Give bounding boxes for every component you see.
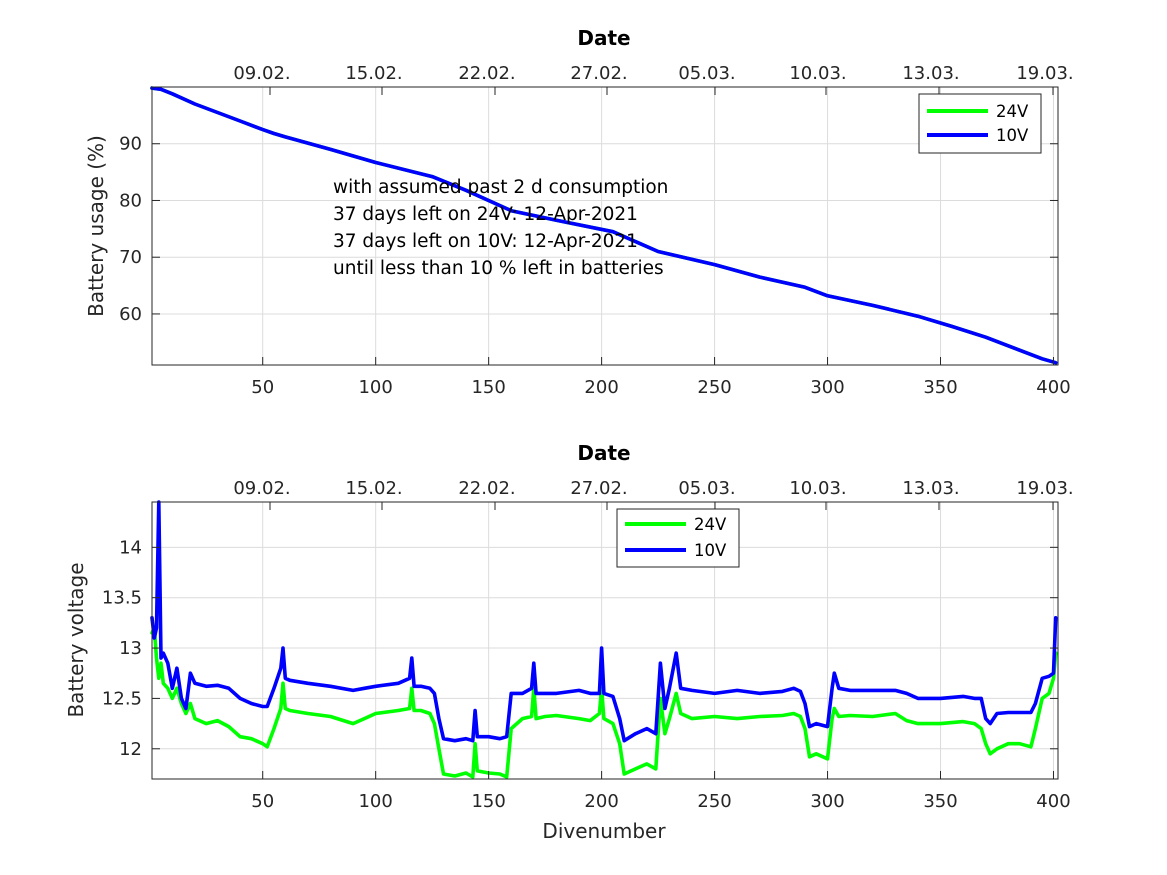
voltage-x-tick-label: 250 xyxy=(697,791,731,812)
usage-x-tick-label: 300 xyxy=(810,377,844,398)
annotation-line-4: until less than 10 % left in batteries xyxy=(333,258,664,279)
usage-top-tick-label: 09.02. xyxy=(233,63,290,84)
voltage-y-axis-label: Battery voltage xyxy=(64,562,88,717)
usage-x-tick-label: 400 xyxy=(1036,377,1070,398)
usage-series-10v-line xyxy=(150,86,1058,365)
voltage-top-tick-label: 10.03. xyxy=(789,478,846,499)
voltage-x-tick-label: 150 xyxy=(471,791,505,812)
voltage-x-tick-label: 100 xyxy=(358,791,392,812)
usage-annotation: with assumed past 2 d consumption 37 day… xyxy=(333,177,668,279)
usage-top-tick-label: 27.02. xyxy=(570,63,627,84)
voltage-x-tick-label: 50 xyxy=(251,791,274,812)
annotation-line-3: 37 days left on 10V: 12-Apr-2021 xyxy=(333,231,638,252)
voltage-grid xyxy=(152,502,1058,779)
usage-top-tick-label: 15.02. xyxy=(345,63,402,84)
annotation-line-1: with assumed past 2 d consumption xyxy=(333,177,668,198)
voltage-top-tick-label: 15.02. xyxy=(345,478,402,499)
voltage-x-tick-label: 200 xyxy=(584,791,618,812)
usage-y-axis-label: Battery usage (%) xyxy=(84,135,108,317)
voltage-top-tick-label: 05.03. xyxy=(678,478,735,499)
voltage-x-tick-label: 350 xyxy=(923,791,957,812)
usage-y-tick-label: 80 xyxy=(119,190,142,211)
voltage-lines xyxy=(150,500,1058,779)
voltage-legend-label-10v: 10V xyxy=(694,541,727,560)
usage-top-tick-label: 13.03. xyxy=(902,63,959,84)
voltage-y-tick-label: 14 xyxy=(119,537,142,558)
voltage-x-axis-label: Divenumber xyxy=(542,819,666,843)
voltage-series-10v-line xyxy=(150,500,1058,743)
usage-lines xyxy=(150,86,1058,365)
voltage-plot-border xyxy=(151,501,1059,780)
voltage-top-tick-label: 13.03. xyxy=(902,478,959,499)
voltage-x-tick-label: 400 xyxy=(1036,791,1070,812)
voltage-top-tick-label: 09.02. xyxy=(233,478,290,499)
usage-y-tick-label: 70 xyxy=(119,247,142,268)
usage-top-tick-label: 19.03. xyxy=(1016,63,1073,84)
usage-top-title: Date xyxy=(577,26,630,50)
usage-plot-border xyxy=(151,86,1059,366)
usage-top-tick-label: 10.03. xyxy=(789,63,846,84)
usage-x-tick-label: 50 xyxy=(251,377,274,398)
voltage-top-tick-label: 22.02. xyxy=(458,478,515,499)
voltage-legend: 24V 10V xyxy=(616,508,740,568)
usage-top-tick-label: 05.03. xyxy=(678,63,735,84)
usage-y-tick-label: 90 xyxy=(119,134,142,155)
voltage-panel: 50 100 150 200 250 300 350 400 12 12.5 13 13.5 14 09.… xyxy=(64,441,1074,843)
usage-x-tick-label: 250 xyxy=(697,377,731,398)
voltage-y-tick-label: 13 xyxy=(119,638,142,659)
voltage-y-tick-label: 13.5 xyxy=(102,588,142,609)
usage-x-tick-label: 150 xyxy=(471,377,505,398)
usage-y-tick-label: 60 xyxy=(119,304,142,325)
voltage-tick-labels: 50 100 150 200 250 300 350 400 12 12.5 13 13.5 14 09.… xyxy=(102,478,1074,812)
usage-legend-label-10v: 10V xyxy=(996,126,1029,145)
voltage-top-tick-label: 27.02. xyxy=(570,478,627,499)
usage-x-tick-label: 100 xyxy=(358,377,392,398)
voltage-top-tick-label: 19.03. xyxy=(1016,478,1073,499)
usage-legend: 24V 10V xyxy=(918,93,1042,154)
voltage-y-tick-label: 12.5 xyxy=(102,688,142,709)
usage-plot-area xyxy=(152,87,1058,365)
voltage-plot-area xyxy=(152,502,1058,779)
annotation-line-2: 37 days left on 24V: 12-Apr-2021 xyxy=(333,204,638,225)
voltage-x-tick-label: 300 xyxy=(810,791,844,812)
usage-legend-box xyxy=(918,93,1042,154)
usage-tick-labels: 50 100 150 200 250 300 350 400 60 70 80 90 09.02. 15.… xyxy=(119,63,1074,398)
voltage-legend-label-24v: 24V xyxy=(694,515,727,534)
usage-x-tick-label: 350 xyxy=(923,377,957,398)
voltage-top-title: Date xyxy=(577,441,630,465)
voltage-series-24v-line xyxy=(150,626,1058,779)
voltage-legend-box xyxy=(616,508,740,568)
voltage-y-tick-label: 12 xyxy=(119,739,142,760)
usage-ticks xyxy=(152,87,1058,365)
usage-x-tick-label: 200 xyxy=(584,377,618,398)
usage-panel: 50 100 150 200 250 300 350 400 60 70 80 90 09.02. 15.… xyxy=(84,26,1074,398)
usage-legend-label-24v: 24V xyxy=(996,102,1029,121)
usage-top-tick-label: 22.02. xyxy=(458,63,515,84)
